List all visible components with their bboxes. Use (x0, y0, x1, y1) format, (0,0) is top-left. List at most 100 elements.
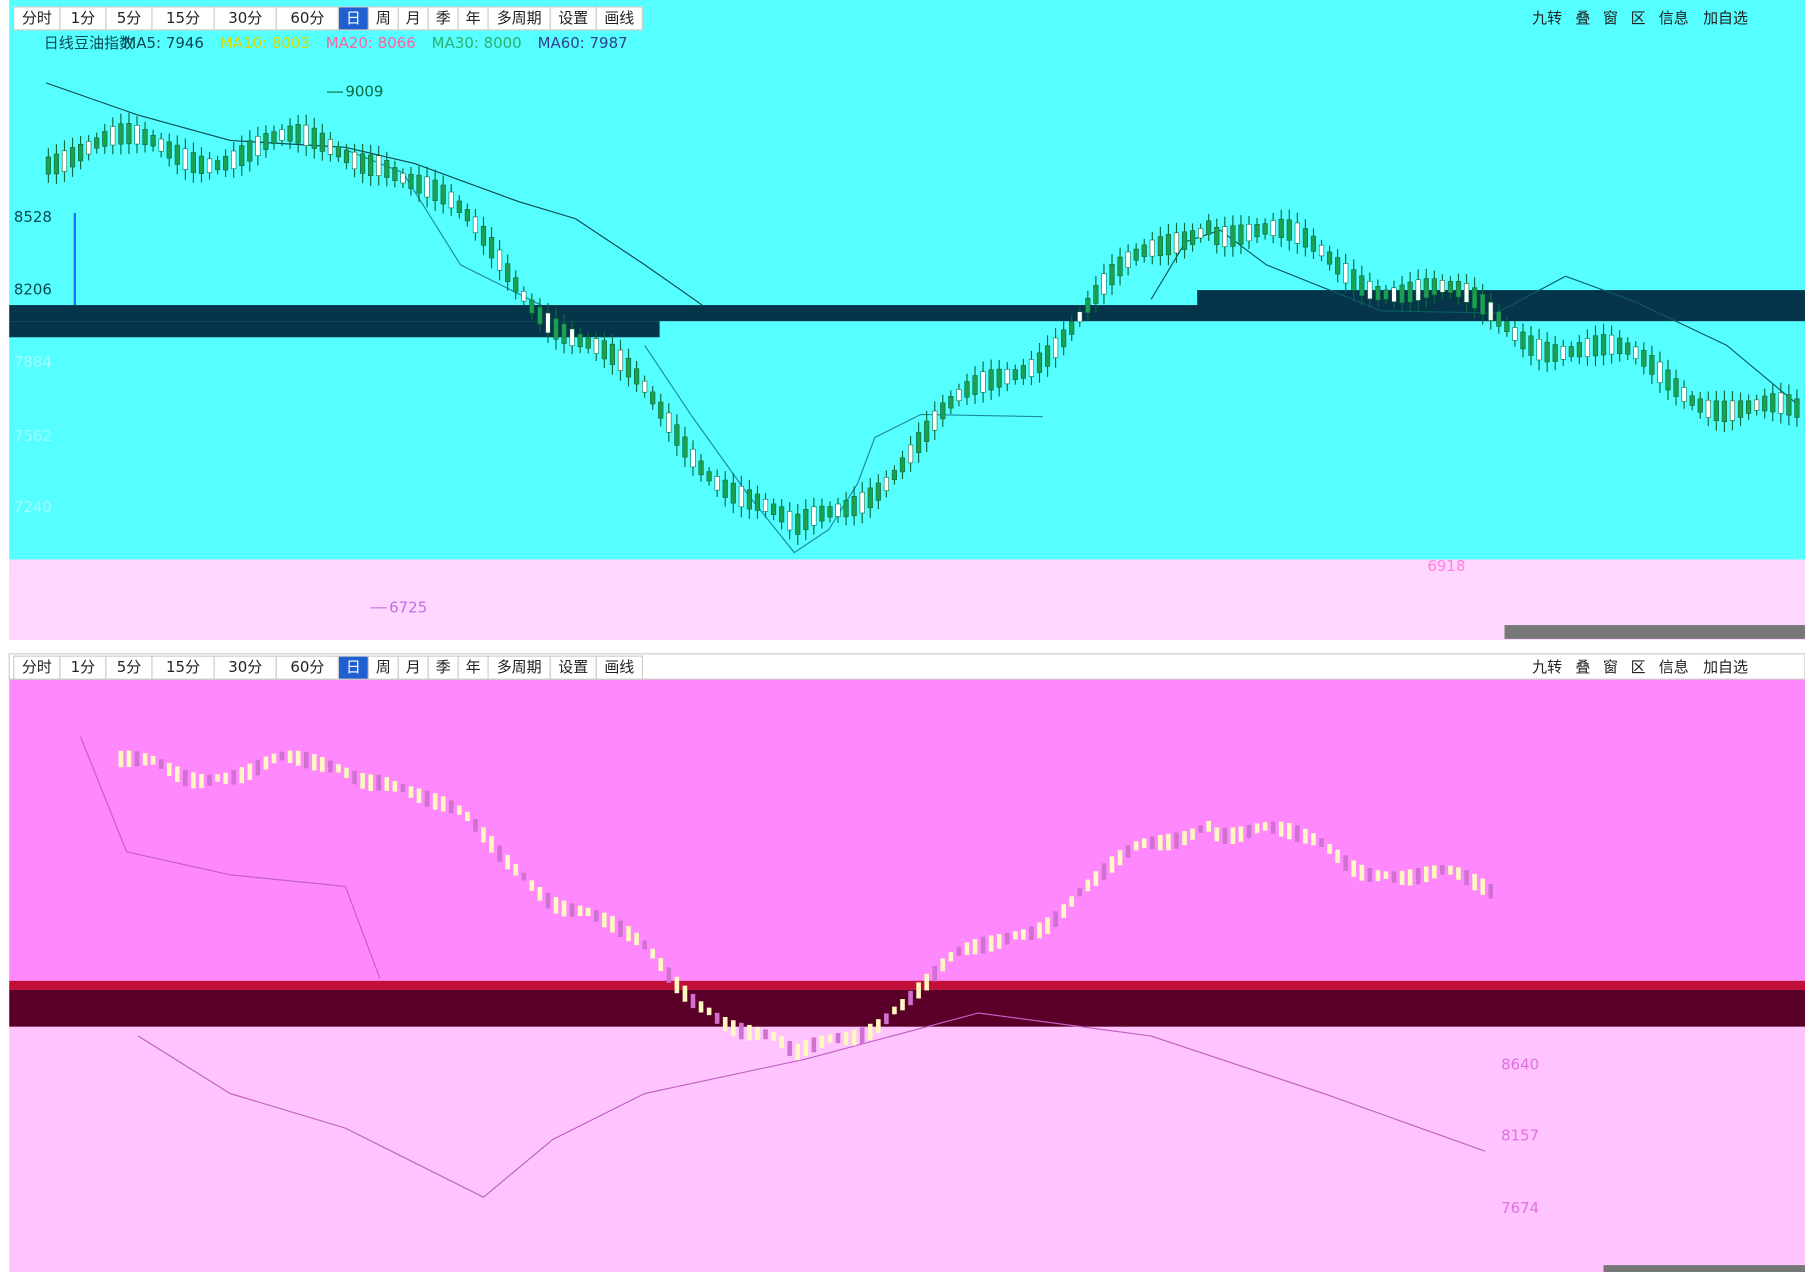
candle-body (150, 755, 156, 765)
legend-text: 日线 (44, 34, 74, 52)
toolbar-button[interactable]: 九转 (1532, 658, 1562, 676)
toolbar-tab[interactable]: 日 (346, 9, 361, 27)
toolbar-tab[interactable]: 1分 (71, 9, 96, 27)
candle-body (1053, 911, 1058, 928)
candle-body (706, 471, 712, 482)
toolbar-tab[interactable]: 年 (466, 658, 481, 676)
toolbar-tab[interactable]: 1分 (71, 658, 96, 676)
candle-body (1375, 286, 1381, 301)
candle-body (408, 786, 414, 798)
toolbar-tab[interactable]: 15分 (166, 658, 200, 676)
candle-body (432, 179, 438, 201)
toolbar-button[interactable]: 区 (1631, 9, 1646, 27)
glitch-band (9, 321, 660, 338)
candle-body (714, 476, 720, 491)
candle-body (142, 753, 148, 766)
toolbar-button[interactable]: 叠 (1575, 658, 1590, 676)
candle-body (876, 1019, 881, 1034)
candle-body (1544, 341, 1550, 363)
toolbar-button[interactable]: 九转 (1532, 9, 1562, 27)
candle-body (408, 173, 414, 189)
toolbar-tab[interactable]: 设置 (558, 658, 588, 676)
candle-body (1584, 338, 1591, 357)
toolbar-tab[interactable]: 分时 (22, 9, 52, 27)
candle-body (521, 291, 527, 302)
candle-body (78, 143, 84, 162)
toolbar-button[interactable]: 窗 (1603, 658, 1618, 676)
candle-body (1472, 873, 1477, 891)
candle-body (69, 147, 76, 168)
toolbar-button[interactable]: 加自选 (1703, 9, 1748, 27)
candle-body (1754, 399, 1760, 411)
toolbar-tab[interactable]: 周 (376, 9, 391, 27)
toolbar-tab[interactable]: 月 (406, 658, 421, 676)
toolbar-tab[interactable]: 多周期 (497, 658, 542, 676)
candle-body (1488, 883, 1494, 899)
candle-body (1181, 231, 1188, 250)
candle-body (859, 1027, 865, 1044)
candle-body (465, 811, 470, 821)
toolbar-tab[interactable]: 5分 (117, 658, 142, 676)
candle-body (1415, 867, 1421, 885)
candle-body (1391, 287, 1397, 303)
candle-body (1174, 832, 1179, 849)
toolbar-tab[interactable]: 月 (406, 9, 421, 27)
toolbar-tab[interactable]: 60分 (290, 9, 324, 27)
candle-body (867, 487, 873, 509)
toolbar-tab[interactable]: 日 (346, 658, 361, 676)
candle-body (545, 892, 551, 909)
toolbar-button[interactable]: 信息 (1659, 658, 1689, 676)
toolbar-tab[interactable]: 季 (436, 9, 451, 27)
candle-body (1552, 344, 1558, 362)
candle-body (1230, 225, 1236, 247)
toolbar-tab[interactable]: 画线 (604, 658, 634, 676)
candle-body (1673, 378, 1679, 397)
candle-body (1109, 856, 1115, 873)
candle-body (1262, 822, 1268, 831)
toolbar-button[interactable]: 信息 (1659, 9, 1689, 27)
toolbar-tab[interactable]: 15分 (166, 9, 200, 27)
candle-body (602, 912, 607, 928)
candle-body (642, 380, 648, 393)
candle-body (1061, 329, 1067, 348)
toolbar-button[interactable]: 区 (1631, 658, 1646, 676)
toolbar-tab[interactable]: 60分 (290, 658, 324, 676)
candle-body (183, 769, 188, 787)
toolbar-tab[interactable]: 画线 (604, 9, 634, 27)
candle-body (819, 505, 825, 522)
toolbar-button[interactable]: 加自选 (1703, 658, 1748, 676)
candle-body (642, 940, 647, 950)
candle-body (263, 133, 269, 150)
candle-body (739, 1022, 744, 1040)
candle-body (327, 139, 333, 155)
toolbar-tab[interactable]: 30分 (228, 9, 262, 27)
candle-body (1246, 824, 1252, 839)
candle-body (206, 158, 213, 173)
toolbar-tab[interactable]: 多周期 (497, 9, 542, 27)
toolbar-tab-bg[interactable] (595, 6, 643, 31)
candle-body (601, 340, 607, 360)
candle-body (166, 762, 172, 777)
candle-body (1383, 289, 1389, 300)
candle-body (263, 756, 269, 770)
toolbar-button[interactable]: 窗 (1603, 9, 1618, 27)
candle-body (875, 482, 881, 501)
candle-body (392, 780, 398, 792)
toolbar-tab[interactable]: 设置 (558, 9, 588, 27)
toolbar-tab[interactable]: 季 (436, 658, 451, 676)
candle-body (529, 299, 535, 314)
toolbar-tab[interactable]: 分时 (22, 658, 52, 676)
toolbar-tab[interactable]: 年 (466, 9, 481, 27)
candle-body (247, 763, 253, 781)
candle-body (1206, 820, 1212, 832)
candle-body (1318, 244, 1325, 257)
candle-body (1085, 297, 1091, 314)
candle-body (1665, 369, 1671, 391)
toolbar-tab[interactable]: 周 (376, 658, 391, 676)
toolbar-button[interactable]: 叠 (1575, 9, 1590, 27)
toolbar-tab[interactable]: 5分 (117, 9, 142, 27)
toolbar-tab-bg[interactable] (595, 655, 643, 680)
toolbar-tab[interactable]: 30分 (228, 658, 262, 676)
ma-line (80, 736, 1486, 1198)
candle-body (690, 993, 696, 1009)
